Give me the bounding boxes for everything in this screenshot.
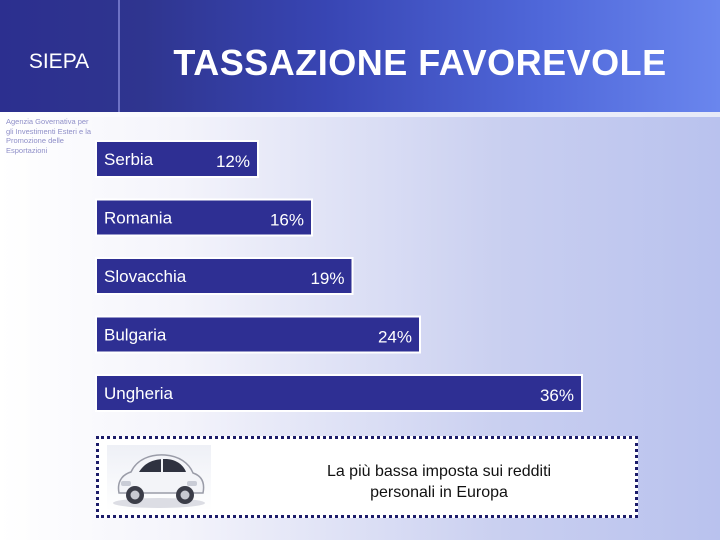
siepa-logo: SIEPA — [28, 50, 90, 73]
bar-value-serbia: 12% — [216, 152, 250, 171]
car-image — [107, 445, 211, 511]
slide-title: TASSAZIONE FAVOREVOLE — [173, 42, 667, 83]
highlight-box: La più bassa imposta sui redditi persona… — [96, 436, 638, 518]
bar-label-ungheria: Ungheria — [104, 384, 174, 403]
car-icon — [113, 454, 205, 508]
bar-value-slovacchia: 19% — [310, 269, 344, 288]
header-underline — [0, 112, 720, 117]
bar-romania — [95, 198, 313, 237]
bar-label-romania: Romania — [104, 209, 173, 228]
agency-description: Agenzia Governativa per gli Investimenti… — [6, 117, 92, 155]
bar-label-slovacchia: Slovacchia — [104, 267, 187, 286]
bar-label-bulgaria: Bulgaria — [104, 326, 167, 345]
bar-ungheria — [95, 374, 583, 412]
caption-line-1: La più bassa imposta sui redditi — [326, 463, 552, 480]
bar-label-serbia: Serbia — [104, 150, 154, 169]
header-bar: SIEPA TASSAZIONE FAVOREVOLE — [0, 0, 720, 112]
bar-value-romania: 16% — [270, 211, 304, 230]
car-caption: La più bassa imposta sui redditi persona… — [279, 461, 599, 503]
header-divider — [118, 0, 120, 112]
bar-slovacchia — [95, 257, 354, 295]
bar-bulgaria — [95, 315, 421, 354]
bar-serbia — [95, 140, 259, 178]
bar-value-bulgaria: 24% — [378, 328, 412, 347]
caption-line-2: personali in Europa — [370, 484, 508, 501]
bar-value-ungheria: 36% — [540, 386, 574, 405]
